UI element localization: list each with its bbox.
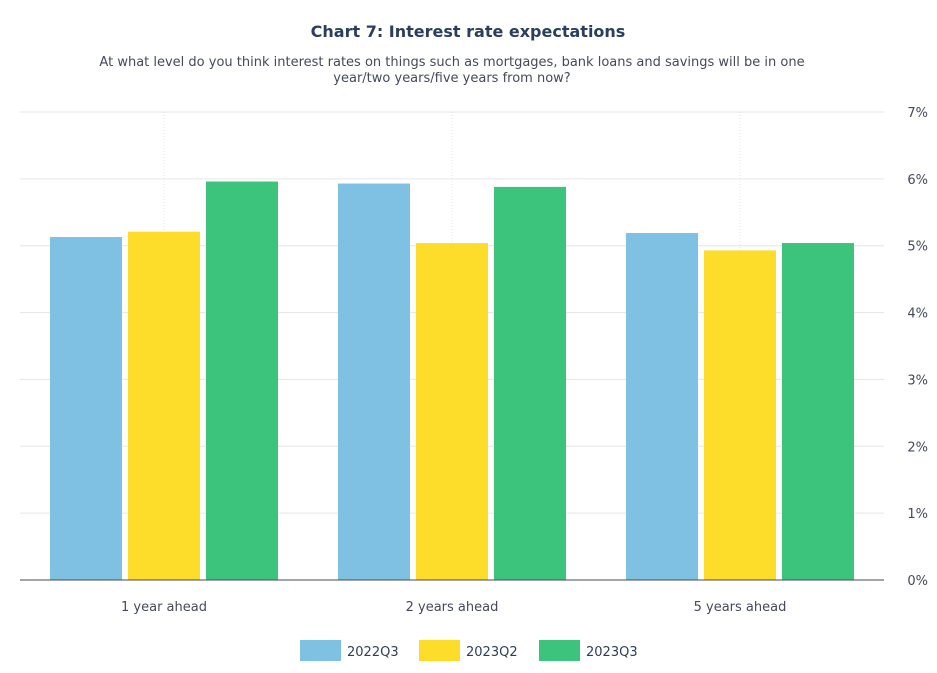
y-tick-label: 6% xyxy=(907,173,928,188)
chart-title: Chart 7: Interest rate expectations xyxy=(311,22,626,41)
y-tick-label: 3% xyxy=(907,373,928,388)
chart-subtitle-line-1: At what level do you think interest rate… xyxy=(99,55,804,70)
bar-2023q2-0[interactable] xyxy=(128,231,200,580)
bar-2023q3-2[interactable] xyxy=(782,243,854,581)
y-tick-label: 1% xyxy=(907,507,928,522)
legend-swatch xyxy=(300,640,341,661)
chart-subtitle-line-2: year/two years/five years from now? xyxy=(333,71,570,86)
bar-2022q3-1[interactable] xyxy=(338,183,410,580)
legend-swatch xyxy=(539,640,580,661)
bar-2023q3-0[interactable] xyxy=(206,181,278,580)
bar-2022q3-0[interactable] xyxy=(50,237,122,580)
bar-2023q2-1[interactable] xyxy=(416,243,488,581)
legend[interactable]: 2022Q3 2023Q2 2023Q3 xyxy=(300,640,638,661)
legend-item-2023q3[interactable]: 2023Q3 xyxy=(539,640,638,661)
bars-layer xyxy=(50,181,854,581)
axis-layer: 0% 1% 2% 3% 4% 5% 6% 7% 1 year ahead 2 years ahea… xyxy=(20,106,928,615)
legend-item-2022q3[interactable]: 2022Q3 xyxy=(300,640,399,661)
bar-2023q3-1[interactable] xyxy=(494,186,566,580)
x-tick-label: 2 years ahead xyxy=(406,600,499,615)
y-tick-label: 5% xyxy=(907,240,928,255)
legend-swatch xyxy=(419,640,460,661)
y-tick-label: 7% xyxy=(907,106,928,121)
legend-item-2023q2[interactable]: 2023Q2 xyxy=(419,640,518,661)
y-tick-label: 4% xyxy=(907,307,928,322)
legend-label: 2023Q3 xyxy=(586,645,638,660)
legend-label: 2023Q2 xyxy=(466,645,518,660)
bar-2022q3-2[interactable] xyxy=(626,233,698,581)
y-tick-label: 2% xyxy=(907,440,928,455)
x-tick-label: 5 years ahead xyxy=(694,600,787,615)
y-tick-label: 0% xyxy=(907,574,928,589)
legend-label: 2022Q3 xyxy=(347,645,399,660)
x-tick-label: 1 year ahead xyxy=(121,600,207,615)
bar-2023q2-2[interactable] xyxy=(704,250,776,580)
